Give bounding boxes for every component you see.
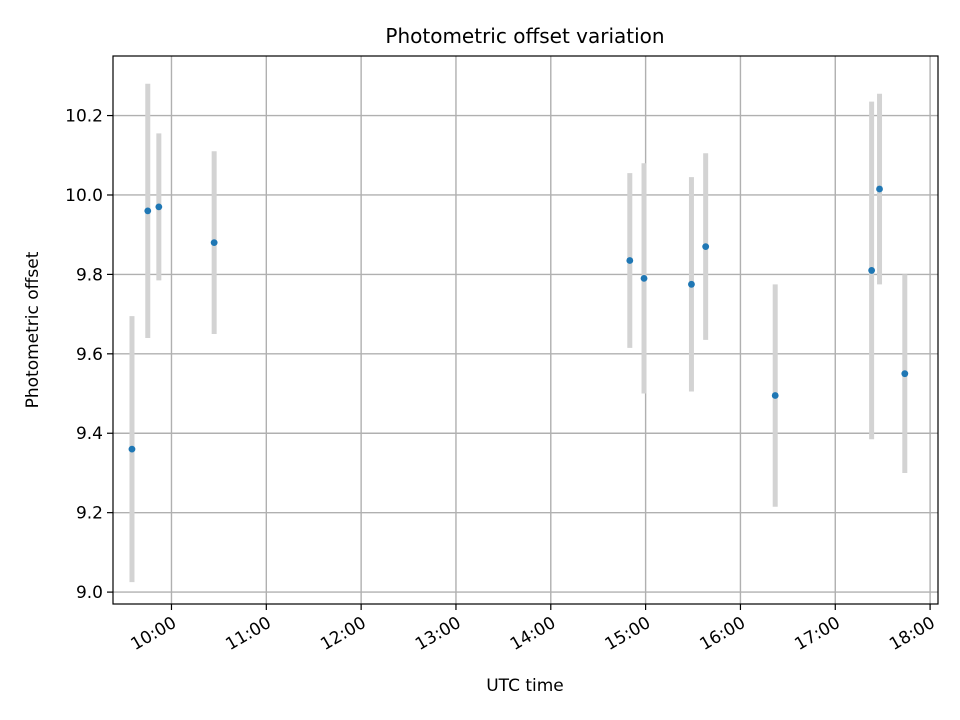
x-tick-label: 16:00 [697,613,749,655]
x-tick-label: 18:00 [886,613,938,655]
y-tick-label: 9.0 [76,583,103,603]
data-point [868,267,876,274]
x-axis-title: UTC time [486,676,564,696]
y-tick-label: 9.6 [76,345,103,365]
data-point [876,185,883,193]
data-points [128,185,909,453]
plot-frame [112,55,939,605]
data-point [702,243,710,251]
y-axis-ticks: 9.0 9.2 9.4 9.6 9.8 10.0 10.2 [65,107,113,603]
y-tick-label: 9.8 [76,265,103,285]
chart-title: Photometric offset variation [385,24,664,48]
error-bars [129,83,908,583]
data-point [144,207,152,215]
grid-lines [113,56,938,604]
y-tick-label: 10.2 [65,107,103,127]
x-tick-label: 13:00 [412,613,464,655]
x-tick-label: 11:00 [222,613,274,655]
x-tick-label: 12:00 [317,613,369,655]
data-point [210,239,218,247]
data-point [626,257,634,264]
data-point [901,370,909,378]
y-tick-label: 10.0 [65,186,103,206]
x-tick-label: 10:00 [128,613,180,655]
x-tick-label: 15:00 [602,613,654,655]
data-point [128,445,136,453]
x-tick-label: 17:00 [791,613,843,655]
data-point [688,280,695,288]
data-point [640,274,648,282]
y-axis-title: Photometric offset [23,251,43,408]
data-point [155,203,163,211]
y-tick-label: 9.2 [76,504,103,524]
data-point [771,392,779,399]
y-tick-label: 9.4 [76,424,103,444]
x-axis-ticks: 10:00 11:00 12:00 13:00 14:00 15:00 16:00 17:00… [128,604,939,655]
x-tick-label: 14:00 [507,613,559,655]
